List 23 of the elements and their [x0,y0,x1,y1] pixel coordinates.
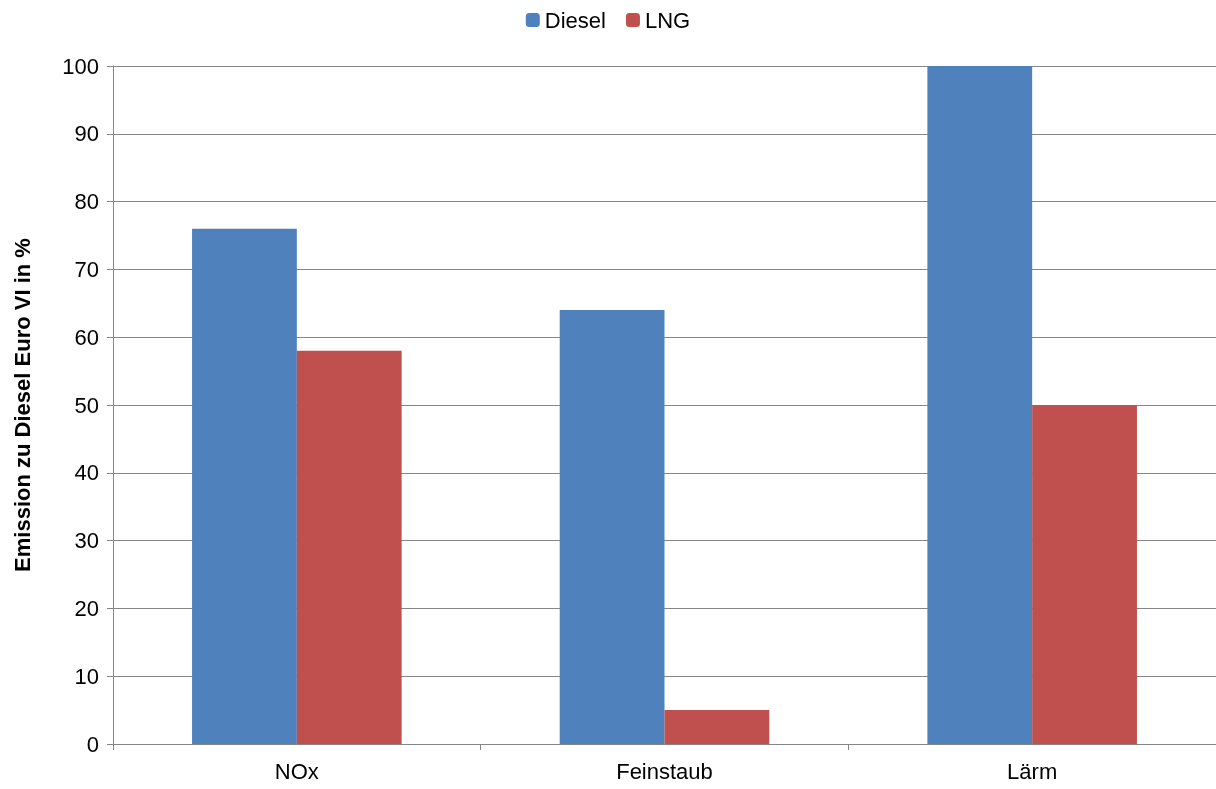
bar [192,228,297,744]
bar [927,66,1033,744]
x-tick-label: NOx [274,758,319,784]
y-tick-label: 80 [74,189,99,215]
y-tick-label: 70 [74,256,99,282]
y-tick-label: 40 [74,460,99,486]
y-tick-label: 30 [74,528,99,554]
x-tick-label: Feinstaub [616,758,713,784]
y-tick-label: 100 [62,53,99,79]
legend-label: LNG [644,7,691,33]
y-tick-label: 60 [74,324,99,350]
bar [1032,405,1137,744]
x-tick-label: Lärm [1007,758,1058,784]
legend-label: Diesel [544,7,606,33]
bar [559,310,665,744]
y-tick-label: 90 [74,121,99,147]
y-tick-label: 10 [74,663,99,689]
y-tick-label: 0 [86,731,99,757]
bar [664,710,770,744]
y-tick-label: 50 [74,392,99,418]
bar [296,350,402,744]
y-tick-label: 20 [74,595,99,621]
y-axis-title: Emission zu Diesel Euro VI in % [9,238,35,572]
